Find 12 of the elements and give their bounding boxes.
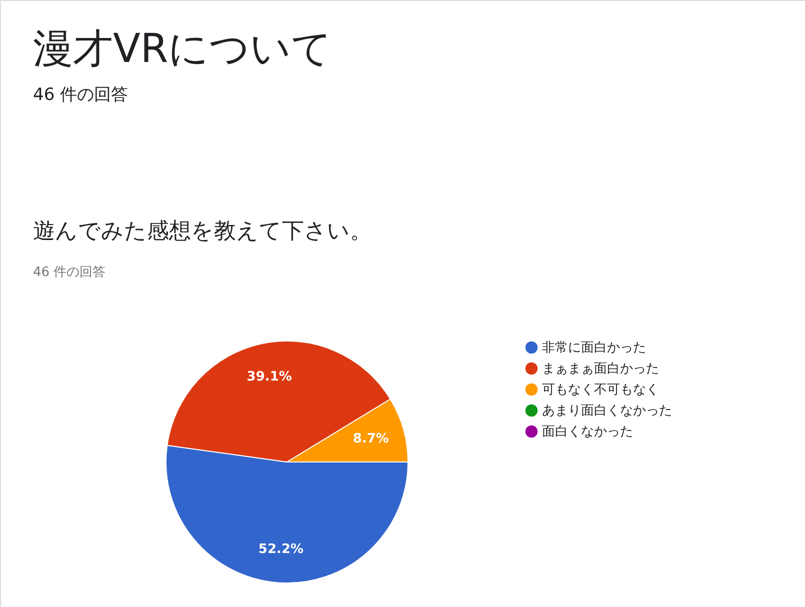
chart-subtitle: 46 件の回答	[33, 85, 128, 105]
data-label: 52.2%	[258, 542, 304, 557]
chart-title: 漫才VRについて	[33, 26, 332, 72]
legend-label: あまり面白くなかった	[542, 404, 672, 418]
legend-label: 非常に面白かった	[542, 340, 646, 356]
text: 46 件の回答	[33, 265, 106, 280]
text: 遊んでみた感想を教えて下さい。	[33, 219, 372, 244]
data-label: 8.7%	[352, 431, 389, 446]
legend-label: まぁまぁ面白かった	[542, 362, 659, 376]
legend-label: 可もなく不可もなく	[542, 382, 659, 398]
legend-label: 面白くなかった	[542, 424, 633, 440]
data-label: 39.1%	[246, 370, 292, 385]
